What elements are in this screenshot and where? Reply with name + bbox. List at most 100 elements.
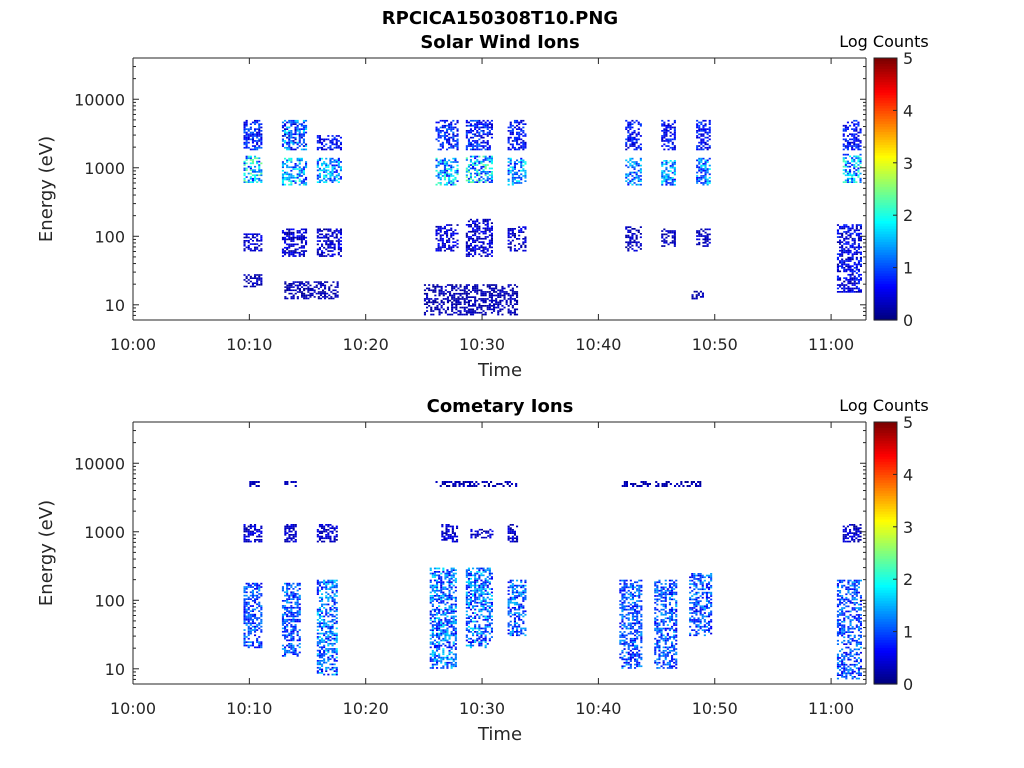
spectrogram-cell: [661, 119, 664, 122]
spectrogram-cell: [249, 169, 252, 171]
spectrogram-cell: [472, 167, 475, 170]
spectrogram-cell: [437, 246, 440, 249]
spectrogram-cell: [292, 630, 295, 633]
spectrogram-cell: [459, 301, 462, 304]
spectrogram-cell: [472, 641, 475, 643]
spectrogram-cell: [482, 294, 485, 297]
spectrogram-cell: [434, 298, 437, 300]
spectrogram-cell: [329, 668, 332, 671]
spectrogram-cell: [669, 124, 672, 127]
spectrogram-cell: [625, 246, 628, 249]
spectrogram-cell: [323, 162, 326, 165]
spectrogram-cell: [452, 157, 455, 160]
spectrogram-cell: [321, 622, 324, 625]
spectrogram-cell: [438, 624, 441, 626]
spectrogram-cell: [844, 128, 847, 130]
spectrogram-cell: [243, 143, 246, 146]
spectrogram-cell: [857, 123, 860, 125]
spectrogram-cell: [446, 581, 449, 583]
spectrogram-cell: [516, 173, 519, 176]
spectrogram-cell: [316, 253, 319, 256]
spectrogram-cell: [302, 245, 305, 247]
spectrogram-cell: [290, 131, 293, 134]
spectrogram-cell: [433, 620, 436, 623]
spectrogram-cell: [290, 238, 293, 241]
spectrogram-cell: [704, 136, 707, 139]
spectrogram-cell: [639, 243, 642, 245]
spectrogram-cell: [331, 250, 334, 252]
spectrogram-cell: [524, 228, 527, 230]
spectrogram-cell: [301, 286, 304, 288]
spectrogram-cell: [467, 145, 470, 147]
spectrogram-cell: [254, 282, 257, 284]
spectrogram-cell: [843, 270, 846, 273]
y-tick-label: 100: [94, 227, 125, 246]
spectrogram-cell: [334, 292, 337, 295]
spectrogram-cell: [446, 224, 449, 226]
spectrogram-cell: [450, 234, 453, 237]
spectrogram-cell: [639, 148, 642, 151]
spectrogram-cell: [509, 298, 512, 300]
spectrogram-cell: [661, 177, 664, 179]
spectrogram-cell: [482, 284, 485, 286]
spectrogram-cell: [296, 612, 299, 614]
spectrogram-cell: [857, 287, 860, 290]
spectrogram-cell: [456, 138, 459, 141]
spectrogram-cell: [450, 232, 453, 235]
spectrogram-cell: [469, 172, 472, 175]
spectrogram-cell: [324, 286, 327, 288]
spectrogram-cell: [482, 133, 485, 136]
spectrogram-cell: [444, 637, 447, 640]
spectrogram-cell: [258, 233, 261, 235]
spectrogram-cell: [486, 308, 489, 311]
spectrogram-cell: [446, 232, 449, 235]
spectrogram-cell: [305, 166, 308, 169]
spectrogram-cell: [482, 126, 485, 129]
spectrogram-cell: [839, 265, 842, 267]
spectrogram-cell: [465, 250, 468, 252]
spectrogram-cell: [706, 136, 709, 139]
spectrogram-cell: [486, 255, 489, 257]
spectrogram-cell: [281, 255, 284, 257]
spectrogram-cell: [696, 238, 699, 241]
spectrogram-cell: [325, 584, 328, 587]
spectrogram-cell: [448, 583, 451, 585]
spectrogram-cell: [335, 648, 338, 650]
spectrogram-cell: [243, 620, 246, 623]
spectrogram-cell: [702, 182, 705, 184]
spectrogram-cell: [627, 226, 630, 228]
spectrogram-cell: [296, 615, 299, 618]
spectrogram-cell: [516, 138, 519, 141]
spectrogram-cell: [258, 179, 261, 182]
spectrogram-cell: [472, 162, 475, 165]
spectrogram-cell: [451, 294, 454, 297]
spectrogram-cell: [286, 639, 289, 642]
colorbar-segment: [874, 288, 897, 292]
spectrogram-cell: [436, 636, 439, 638]
spectrogram-cell: [446, 655, 449, 657]
spectrogram-cell: [503, 298, 506, 300]
spectrogram-cell: [296, 176, 299, 179]
spectrogram-cell: [639, 157, 642, 160]
colorbar-segment: [874, 304, 897, 308]
spectrogram-cell: [855, 263, 858, 266]
spectrogram-cell: [302, 126, 305, 129]
spectrogram-cell: [335, 146, 338, 149]
spectrogram-cell: [433, 646, 436, 649]
spectrogram-cell: [254, 594, 257, 597]
spectrogram-cell: [318, 596, 321, 599]
spectrogram-cell: [490, 241, 493, 243]
spectrogram-cell: [428, 301, 431, 304]
spectrogram-cell: [486, 248, 489, 250]
spectrogram-cell: [467, 141, 470, 144]
spectrogram-cell: [452, 119, 455, 122]
spectrogram-cell: [457, 296, 460, 298]
spectrogram-cell: [661, 183, 664, 186]
spectrogram-cell: [524, 143, 527, 146]
spectrogram-cell: [245, 235, 248, 237]
spectrogram-cell: [696, 171, 699, 174]
spectrogram-cell: [507, 234, 510, 237]
spectrogram-cell: [288, 176, 291, 179]
spectrogram-cell: [841, 260, 844, 262]
spectrogram-cell: [480, 145, 483, 147]
